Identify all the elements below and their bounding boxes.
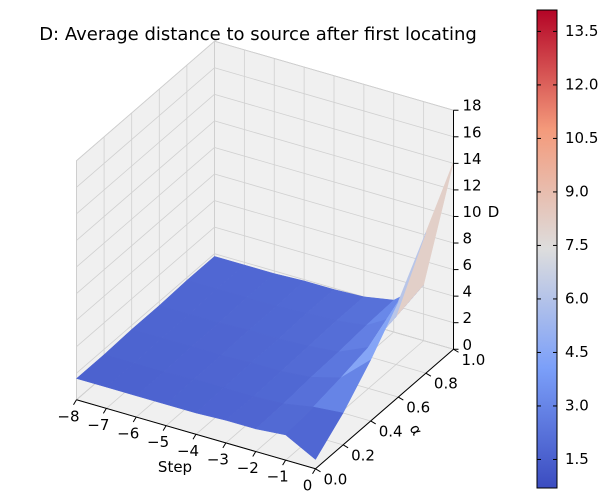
colorbar-tick-label: 7.5 — [565, 236, 589, 254]
z-axis-label: D — [488, 203, 500, 221]
z-tick-label: 0 — [463, 336, 473, 354]
colorbar-tick-label: 3.0 — [565, 396, 589, 414]
colorbar-tick-label: 9.0 — [565, 182, 589, 200]
y-tick-label: 1.0 — [462, 351, 486, 369]
grid-line — [214, 200, 454, 270]
x-tick-label: −1 — [267, 468, 289, 486]
x-tick-label: −7 — [87, 416, 109, 434]
z-tick-label: 14 — [463, 150, 482, 168]
grid-line — [214, 93, 454, 164]
x-tick-label: −5 — [147, 433, 169, 451]
z-tick-label: 16 — [463, 123, 482, 141]
colorbar-tick-label: 10.5 — [565, 129, 598, 147]
z-tick-label: 12 — [463, 176, 482, 194]
colorbar-tick-label: 4.5 — [565, 343, 589, 361]
x-tick-label: −8 — [57, 407, 79, 425]
x-tick-label: −4 — [177, 442, 199, 460]
grid-line — [214, 67, 454, 138]
x-tick-label: −6 — [117, 425, 139, 443]
grid-line — [76, 120, 215, 241]
z-tick-label: 4 — [463, 283, 473, 301]
grid-line — [76, 67, 215, 188]
tick-mark — [252, 451, 257, 457]
tick-mark — [398, 396, 404, 401]
surface — [75, 161, 454, 460]
colorbar — [536, 9, 558, 489]
tick-mark — [132, 416, 137, 423]
y-tick-label: 0.8 — [434, 375, 458, 393]
z-tick-label: 18 — [463, 97, 482, 115]
axis-line — [315, 348, 454, 470]
tick-mark — [425, 372, 432, 377]
colorbar-tick-label: 13.5 — [565, 22, 598, 40]
surface-patch — [285, 406, 344, 460]
tick-mark — [73, 399, 77, 406]
y-tick-label: 0.0 — [324, 470, 348, 488]
tick-mark — [315, 468, 321, 473]
tick-mark — [342, 444, 349, 449]
axis-line — [76, 399, 316, 470]
tick-mark — [312, 468, 316, 475]
grid-line — [76, 200, 215, 321]
x-tick-label: −2 — [237, 459, 259, 477]
grid-line — [76, 94, 215, 215]
y-tick-label: 0.2 — [351, 446, 375, 464]
z-tick-label: 8 — [463, 230, 473, 248]
tick-mark — [222, 442, 227, 449]
colorbar-tick-label: 6.0 — [565, 289, 589, 307]
y-tick-label: 0.4 — [379, 422, 403, 440]
chart-title: D: Average distance to source after firs… — [39, 24, 477, 45]
grid-line — [214, 173, 454, 244]
grid-line — [76, 173, 215, 294]
tick-mark — [102, 408, 107, 414]
colorbar-tick-label: 1.5 — [565, 450, 589, 468]
z-tick-label: 2 — [463, 309, 473, 327]
grid-line — [214, 40, 454, 111]
y-tick-label: 0.6 — [406, 399, 430, 417]
z-tick-label: 6 — [463, 256, 473, 274]
y-axis-label: α — [406, 421, 427, 439]
z-tick-label: 10 — [463, 203, 482, 221]
tick-mark — [162, 425, 167, 431]
x-tick-label: −3 — [207, 450, 229, 468]
x-tick-label: 0 — [303, 476, 313, 494]
grid-line — [76, 40, 215, 162]
x-axis-label: Step — [158, 458, 192, 476]
grid-line — [214, 253, 454, 324]
grid-line — [76, 253, 215, 374]
colorbar-tick-label: 12.0 — [565, 75, 598, 93]
grid-line — [214, 120, 454, 191]
grid-line — [76, 147, 215, 268]
tick-mark — [282, 459, 287, 466]
tick-mark — [370, 420, 376, 425]
grid-line — [76, 226, 215, 347]
tick-mark — [192, 434, 197, 440]
grid-line — [214, 147, 454, 217]
